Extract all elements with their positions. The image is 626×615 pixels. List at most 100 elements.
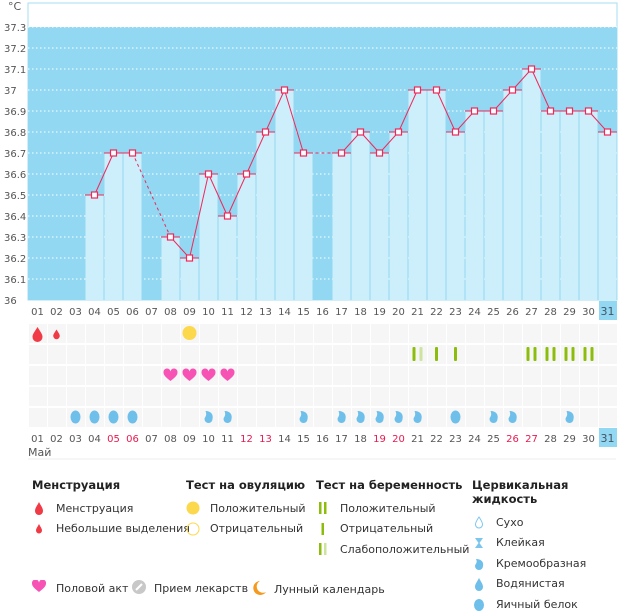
ovulation-positive-icon <box>182 326 197 340</box>
day-cell <box>352 366 370 385</box>
temperature-bar <box>541 111 560 300</box>
temperature-line-segment <box>189 173 209 259</box>
temperature-chart: 36 36.1 36.2 36.3 36.4 36.5 36.6 36.7 36.8 36.9 37… <box>4 2 618 460</box>
sticky-icon <box>472 536 486 550</box>
day-cell <box>181 408 199 427</box>
temperature-line-segment <box>436 89 456 133</box>
day-cell <box>390 345 408 364</box>
day-cell <box>67 345 85 364</box>
temperature-point <box>375 149 384 157</box>
temperature-point <box>90 191 99 199</box>
pregnancy-test-bar-icon <box>545 347 549 361</box>
day-cell <box>200 387 218 406</box>
day-cell <box>447 366 465 385</box>
day-cell <box>219 324 237 343</box>
temperature-line-segment <box>227 173 247 217</box>
temperature-bar <box>123 153 142 300</box>
x-tick-label: 26 <box>506 307 519 318</box>
day-label: 21 <box>411 434 424 445</box>
temperature-bar <box>218 216 237 300</box>
temperature-line-segment <box>94 152 114 196</box>
day-cell <box>542 366 560 385</box>
temperature-point <box>223 212 232 220</box>
day-cell <box>371 324 389 343</box>
x-tick-label: 22 <box>430 307 443 318</box>
day-cell <box>67 324 85 343</box>
double-bar-icon <box>316 501 330 515</box>
y-tick-label: 37.3 <box>4 23 26 34</box>
y-tick-label: 36.3 <box>4 233 26 244</box>
temperature-point <box>280 86 289 94</box>
day-cell <box>504 366 522 385</box>
x-tick-label: 04 <box>88 307 101 318</box>
temperature-bar <box>465 111 484 300</box>
y-tick-label: 36.5 <box>4 191 26 202</box>
day-cell <box>428 324 446 343</box>
day-cell <box>599 408 617 427</box>
heart-icon <box>31 579 47 596</box>
pregnancy-test-bar-icon <box>419 347 423 361</box>
day-cell <box>143 408 161 427</box>
temperature-bar <box>161 237 180 300</box>
day-cell <box>238 408 256 427</box>
legend-item: Сухо <box>496 515 524 529</box>
x-tick-label: 07 <box>145 307 158 318</box>
temperature-bar <box>427 90 446 300</box>
day-cell <box>124 387 142 406</box>
y-tick-label: 36.1 <box>4 275 26 286</box>
legend-moon-calendar[interactable]: Лунный календарь <box>252 580 385 598</box>
day-label: 01 <box>31 434 44 445</box>
day-cell <box>428 408 446 427</box>
day-cell <box>86 387 104 406</box>
day-cell <box>295 387 313 406</box>
temperature-bar <box>180 258 199 300</box>
legend-title: Менструация <box>32 478 121 492</box>
egg-white-icon <box>450 410 461 424</box>
x-tick-label: 17 <box>335 307 348 318</box>
day-cell <box>580 345 598 364</box>
day-cell <box>29 408 47 427</box>
legend-item: Положительный <box>340 501 436 515</box>
day-cell <box>67 387 85 406</box>
day-cell <box>447 324 465 343</box>
temperature-point <box>432 86 441 94</box>
day-cell <box>67 366 85 385</box>
pregnancy-test-bar-icon <box>412 347 416 361</box>
temperature-point <box>451 128 460 136</box>
temperature-bar <box>408 90 427 300</box>
day-cell <box>257 345 275 364</box>
day-label: 07 <box>145 434 158 445</box>
day-label: 26 <box>506 434 519 445</box>
temperature-bar <box>522 69 541 300</box>
x-tick-label: 30 <box>582 307 595 318</box>
day-cell <box>333 366 351 385</box>
legend-item: Положительный <box>210 501 306 515</box>
day-cell <box>105 366 123 385</box>
x-tick-label: 05 <box>107 307 120 318</box>
day-cell <box>124 366 142 385</box>
day-cell <box>48 345 66 364</box>
day-cell <box>314 345 332 364</box>
day-cell <box>295 366 313 385</box>
creamy-icon <box>299 411 308 423</box>
temperature-bar <box>256 132 275 300</box>
creamy-icon <box>223 411 232 423</box>
creamy-icon <box>472 556 486 571</box>
day-cell <box>485 387 503 406</box>
day-cell <box>542 324 560 343</box>
day-cell <box>314 324 332 343</box>
day-cell <box>86 366 104 385</box>
x-tick-label: 10 <box>202 307 215 318</box>
day-label: 12 <box>240 434 253 445</box>
creamy-icon <box>204 411 213 423</box>
legend-pregnancy: Тест на беременность Положительный Отриц… <box>316 478 469 560</box>
day-cell <box>409 387 427 406</box>
temperature-bar <box>579 111 598 300</box>
day-label: 30 <box>582 434 595 445</box>
day-label: 23 <box>449 434 462 445</box>
day-cell <box>428 366 446 385</box>
day-cell <box>542 387 560 406</box>
day-cell <box>314 366 332 385</box>
y-tick-label: 36.8 <box>4 128 26 139</box>
pregnancy-test-bar-icon <box>583 347 587 361</box>
